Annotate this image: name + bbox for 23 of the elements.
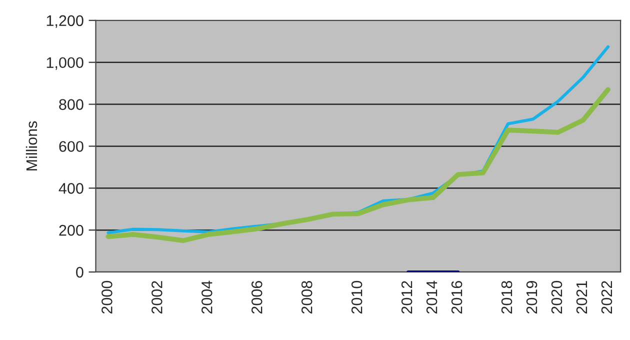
y-axis-title: Millions: [26, 121, 38, 170]
x-tick-label: 2004: [202, 280, 212, 314]
x-tick-label: 2012: [401, 281, 412, 314]
y-tick-label: 400: [58, 183, 84, 194]
x-tick-label: 2018: [501, 280, 512, 314]
x-tick-label: 2016: [451, 281, 462, 314]
y-tick-label: 200: [59, 224, 84, 236]
y-tick-label: 1,000: [46, 57, 84, 70]
x-tick-label: 2000: [102, 280, 112, 314]
y-tick-label: 1,200: [46, 15, 84, 28]
x-tick-label: 2010: [351, 280, 362, 314]
x-tick-label: 2021: [576, 281, 588, 314]
x-tick-label: 2008: [301, 280, 312, 314]
x-tick-label: 2014: [426, 280, 438, 314]
y-tick-label: 600: [59, 141, 84, 152]
x-tick-label: 2022: [601, 281, 612, 314]
y-tick-label: 800: [59, 99, 84, 110]
line-series: [106, 87, 610, 243]
x-tick-label: 2020: [551, 280, 562, 314]
x-tick-label: 2002: [152, 281, 162, 314]
y-tick-label: 0: [76, 266, 84, 278]
x-tick-label: 2019: [526, 281, 538, 314]
x-tick-label: 2006: [251, 281, 262, 314]
